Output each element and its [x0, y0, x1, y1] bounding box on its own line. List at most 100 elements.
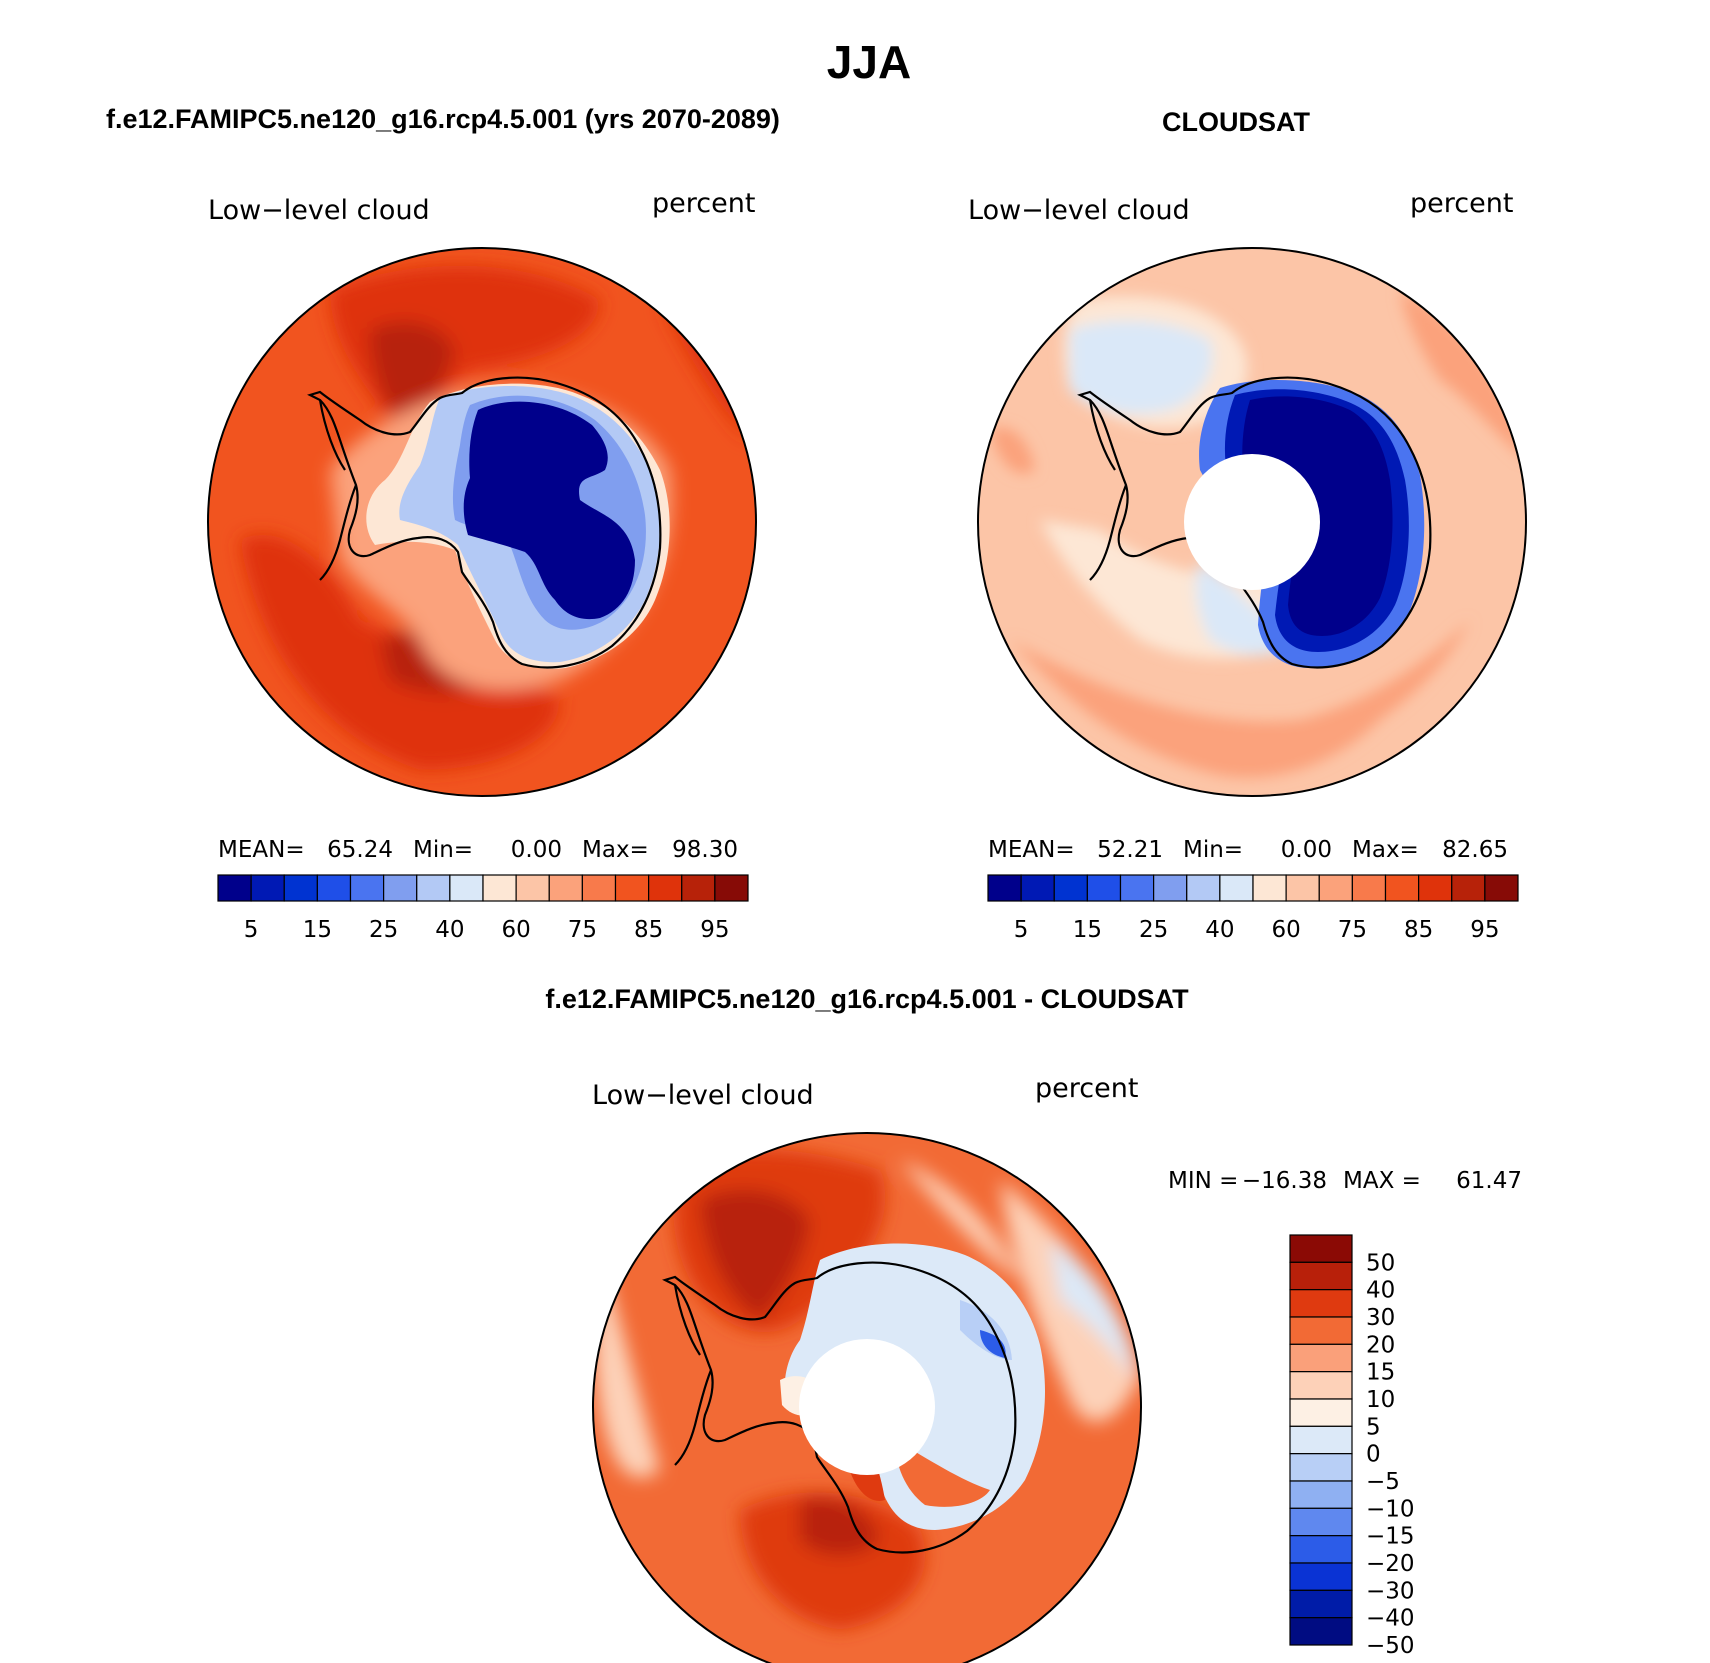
panel-cloudsat-mean: 52.21 — [1097, 837, 1163, 863]
colorbar-tick-label: −15 — [1366, 1524, 1415, 1550]
panel-model-left-label: Low−level cloud — [208, 195, 430, 226]
panel-diff-map-border — [592, 1132, 1142, 1663]
colorbar-tick-label: 15 — [1073, 917, 1102, 943]
colorbar-swatch — [1484, 874, 1519, 902]
panel-model-title: f.e12.FAMIPC5.ne120_g16.rcp4.5.001 (yrs … — [106, 104, 780, 134]
panel-model-min: 0.00 — [511, 837, 562, 863]
colorbar-swatch — [1289, 1371, 1353, 1400]
antarctic-peninsula — [318, 399, 358, 581]
panel-model-map-border — [207, 247, 757, 797]
colorbar-swatch — [648, 874, 683, 902]
colorbar-swatch — [283, 874, 318, 902]
colorbar-swatch — [1186, 874, 1221, 902]
pole-hole — [799, 1339, 935, 1475]
panel-diff-map — [593, 1133, 1141, 1663]
colorbar-tick-label: 20 — [1366, 1332, 1395, 1358]
colorbar-swatch — [1020, 874, 1055, 902]
panel-model-mean: 65.24 — [327, 837, 393, 863]
map-region — [800, 1497, 880, 1555]
map-region — [980, 1330, 1006, 1358]
colorbar-swatch — [515, 874, 550, 902]
panel-cloudsat-mean-label: MEAN= — [988, 837, 1075, 863]
colorbar-tick-label: −40 — [1366, 1606, 1415, 1632]
colorbar-tick-label: 75 — [1338, 917, 1367, 943]
colorbar-swatch — [449, 874, 484, 902]
colorbar-swatch — [1318, 874, 1353, 902]
panel-model: f.e12.FAMIPC5.ne120_g16.rcp4.5.001 (yrs … — [106, 104, 780, 943]
colorbar-tick-label: 10 — [1366, 1387, 1395, 1413]
panel-diff-min-label: MIN = — [1168, 1168, 1238, 1194]
colorbar-tick-label: −5 — [1366, 1469, 1400, 1495]
colorbar-swatch — [383, 874, 418, 902]
panel-diff-left-label: Low−level cloud — [592, 1080, 814, 1111]
panel-cloudsat-map — [978, 248, 1526, 796]
colorbar-swatch — [1289, 1425, 1353, 1455]
colorbar-swatch — [1351, 874, 1387, 902]
colorbar-swatch — [250, 874, 285, 902]
panel-diff-right-label: percent — [1035, 1073, 1138, 1104]
colorbar-tick-label: 60 — [501, 917, 530, 943]
colorbar-swatch — [1289, 1480, 1353, 1509]
panel-cloudsat-title: CLOUDSAT — [1162, 107, 1310, 137]
colorbar-tick-label: −10 — [1366, 1496, 1415, 1522]
colorbar-swatch — [1285, 874, 1320, 902]
panel-diff-stats: MIN = −16.38 MAX = 61.47 — [1168, 1168, 1522, 1194]
colorbar-tick-label: 25 — [369, 917, 398, 943]
colorbar-tick-label: −30 — [1366, 1578, 1415, 1604]
map-region — [990, 427, 1035, 474]
colorbar-swatch — [1289, 1234, 1353, 1263]
panel-model-min-label: Min= — [413, 837, 473, 863]
colorbar-swatch — [1289, 1589, 1353, 1619]
colorbar-swatch — [1289, 1343, 1353, 1373]
map-region — [700, 1189, 810, 1320]
panel-diff-max-label: MAX = — [1343, 1168, 1421, 1194]
colorbar-swatch — [614, 874, 650, 902]
colorbar-tick-label: 40 — [1366, 1278, 1395, 1304]
colorbar-tick-label: 95 — [1470, 917, 1499, 943]
antarctic-peninsula — [673, 1284, 713, 1466]
map-region — [370, 321, 455, 430]
colorbar-swatch — [217, 874, 252, 902]
colorbar-swatch — [1119, 874, 1155, 902]
colorbar-swatch — [1289, 1535, 1353, 1564]
antarctic-peninsula — [1088, 399, 1128, 581]
panel-diff-title: f.e12.FAMIPC5.ne120_g16.rcp4.5.001 - CLO… — [545, 984, 1189, 1014]
colorbar-tick-label: 25 — [1139, 917, 1168, 943]
map-region — [900, 1160, 1020, 1280]
colorbar-swatch — [1289, 1617, 1353, 1646]
colorbar-swatch — [1219, 874, 1254, 902]
colorbar-tick-label: 15 — [1366, 1360, 1395, 1386]
colorbar-tick-label: −20 — [1366, 1551, 1415, 1577]
panel-cloudsat-min: 0.00 — [1281, 837, 1332, 863]
colorbar-tick-label: 60 — [1271, 917, 1300, 943]
map-region — [740, 1492, 926, 1630]
colorbar-swatch — [581, 874, 617, 902]
colorbar-swatch — [416, 874, 451, 902]
panel-cloudsat-min-label: Min= — [1183, 837, 1243, 863]
colorbar-swatch — [1289, 1398, 1353, 1427]
colorbar-swatch — [1289, 1289, 1353, 1318]
colorbar-swatch — [1418, 874, 1453, 902]
colorbar-swatch — [548, 874, 583, 902]
map-region — [1010, 620, 1470, 778]
colorbar-swatch — [1451, 874, 1486, 902]
colorbar-swatch — [1053, 874, 1088, 902]
colorbar-swatch — [482, 874, 517, 902]
panel-cloudsat-map-border — [977, 247, 1527, 797]
colorbar-swatch — [316, 874, 352, 902]
colorbar-tick-label: 15 — [303, 917, 332, 943]
colorbar-swatch — [714, 874, 749, 902]
map-region — [1070, 320, 1213, 414]
colorbar-swatch — [1153, 874, 1188, 902]
panel-model-right-label: percent — [652, 188, 755, 219]
colorbar-tick-label: −50 — [1366, 1633, 1415, 1659]
colorbar-swatch — [1289, 1316, 1353, 1345]
colorbar-swatch — [1289, 1261, 1353, 1291]
colorbar-tick-label: 5 — [1014, 917, 1029, 943]
colorbar-swatch — [1384, 874, 1420, 902]
colorbar-tick-label: 0 — [1366, 1442, 1381, 1468]
map-region — [463, 401, 635, 620]
panel-model-max-label: Max= — [582, 837, 649, 863]
